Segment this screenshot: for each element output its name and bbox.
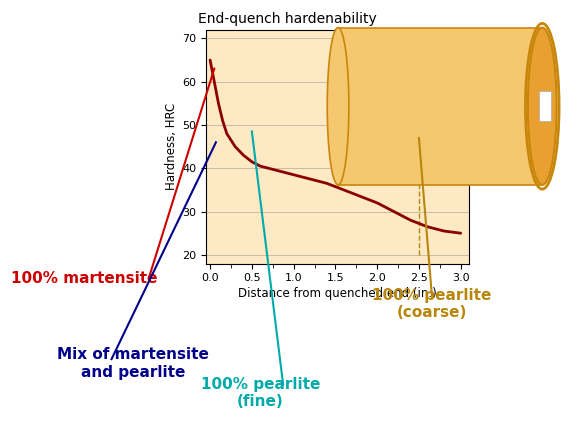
Text: Mix of martensite
and pearlite: Mix of martensite and pearlite xyxy=(57,347,209,380)
Text: 100% pearlite
(coarse): 100% pearlite (coarse) xyxy=(372,288,491,320)
Text: End-quench hardenability: End-quench hardenability xyxy=(198,12,377,26)
Polygon shape xyxy=(338,28,542,185)
Y-axis label: Hardness, HRC: Hardness, HRC xyxy=(165,103,178,190)
X-axis label: Distance from quenched end (in.): Distance from quenched end (in.) xyxy=(238,287,437,300)
Polygon shape xyxy=(539,91,551,121)
Ellipse shape xyxy=(327,28,349,185)
Text: 100% pearlite
(fine): 100% pearlite (fine) xyxy=(201,377,320,409)
Ellipse shape xyxy=(528,28,557,185)
Text: 100% martensite: 100% martensite xyxy=(11,271,158,286)
